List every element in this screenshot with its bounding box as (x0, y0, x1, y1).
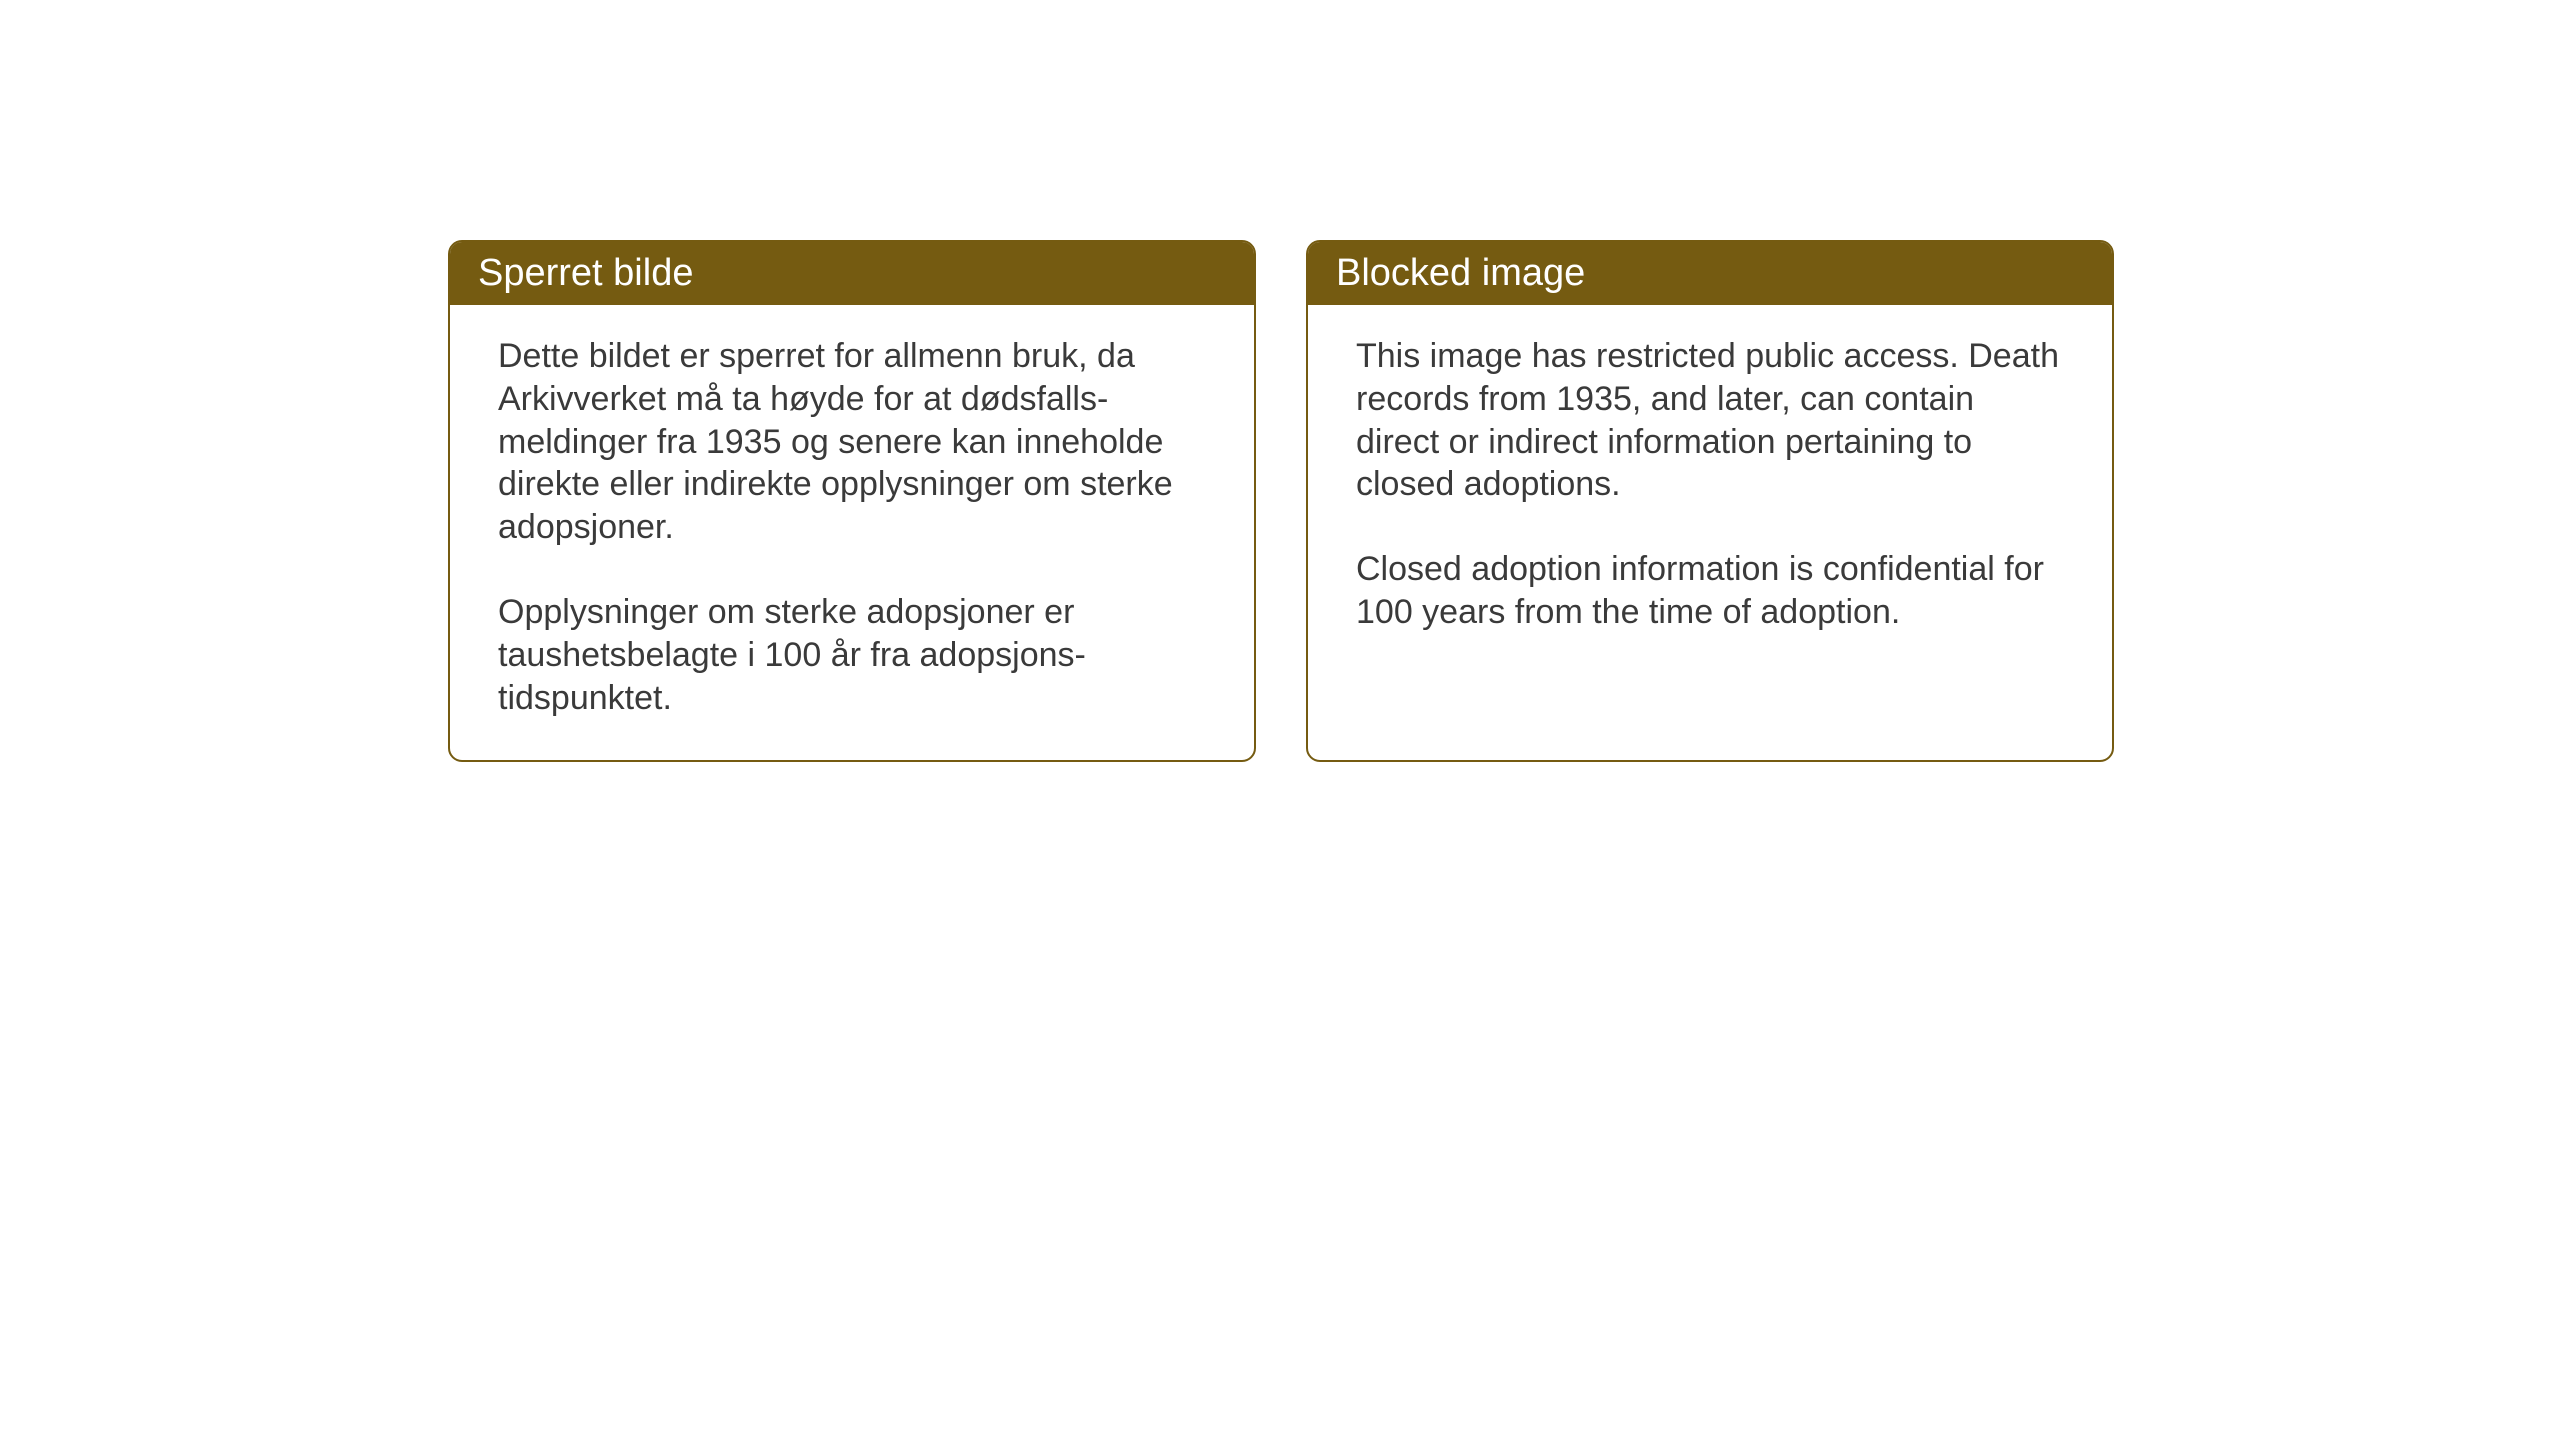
english-paragraph-2: Closed adoption information is confident… (1356, 548, 2064, 634)
norwegian-paragraph-2: Opplysninger om sterke adopsjoner er tau… (498, 591, 1206, 719)
norwegian-paragraph-1: Dette bildet er sperret for allmenn bruk… (498, 335, 1206, 549)
norwegian-notice-card: Sperret bilde Dette bildet er sperret fo… (448, 240, 1256, 762)
english-card-body: This image has restricted public access.… (1308, 305, 2112, 755)
notice-container: Sperret bilde Dette bildet er sperret fo… (0, 0, 2560, 762)
english-notice-card: Blocked image This image has restricted … (1306, 240, 2114, 762)
english-card-title: Blocked image (1308, 242, 2112, 305)
norwegian-card-body: Dette bildet er sperret for allmenn bruk… (450, 305, 1254, 760)
norwegian-card-title: Sperret bilde (450, 242, 1254, 305)
english-paragraph-1: This image has restricted public access.… (1356, 335, 2064, 506)
